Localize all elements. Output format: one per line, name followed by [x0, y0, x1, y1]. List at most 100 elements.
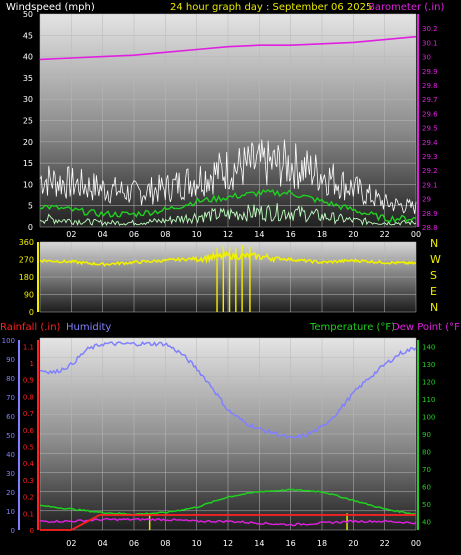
rainfall-tick: 0.5	[23, 444, 34, 452]
humidity-tick: 100	[2, 337, 15, 345]
rainfall-tick: 0.7	[23, 410, 34, 418]
rainfall-tick: 1	[30, 360, 34, 368]
barometer-tick: 29.5	[422, 125, 438, 133]
temp-x-tick: 10	[192, 539, 202, 548]
barometer-tick: 28.9	[422, 210, 438, 218]
temp-x-tick: 02	[66, 539, 76, 548]
humidity-line	[40, 341, 417, 440]
temperature-tick: 110	[422, 396, 435, 404]
humidity-tick: 90	[6, 356, 15, 364]
wind-direction-line	[39, 250, 417, 267]
barometer-tick: 29.3	[422, 153, 438, 161]
temperature-tick: 70	[422, 466, 431, 474]
barometer-tick: 28.8	[422, 224, 438, 232]
temperature-tick: 50	[422, 501, 431, 509]
humidity-tick: 80	[6, 375, 15, 383]
wind-x-tick: 14	[254, 230, 264, 239]
barometer-line	[39, 35, 417, 61]
temperature-tick: 80	[422, 448, 431, 456]
rainfall-tick: 0.8	[23, 393, 34, 401]
humidity-tick: 60	[6, 413, 15, 421]
direction-tick: 180	[19, 273, 34, 282]
rainfall-tick: 0	[30, 527, 34, 535]
humidity-tick: 10	[6, 508, 15, 516]
barometer-tick: 30.2	[422, 25, 438, 33]
wind-x-tick: 22	[380, 230, 390, 239]
wind-average-line	[39, 188, 417, 223]
windspeed-tick: 5	[28, 202, 33, 211]
windspeed-tick: 35	[23, 74, 33, 83]
barometer-tick: 29.2	[422, 167, 438, 175]
windspeed-tick: 50	[23, 10, 33, 19]
rainfall-tick: 0.4	[23, 460, 35, 468]
temperature-tick: 120	[422, 379, 435, 387]
windspeed-tick: 0	[28, 223, 33, 232]
temperature-tick: 130	[422, 361, 435, 369]
wind-x-tick: 06	[129, 230, 139, 239]
barometer-tick: 29.9	[422, 68, 438, 76]
direction-tick: 90	[24, 291, 34, 300]
windspeed-tick: 25	[23, 117, 33, 126]
temp-x-tick: 04	[98, 539, 108, 548]
windspeed-tick: 45	[23, 31, 33, 40]
barometer-tick: 30	[422, 54, 431, 62]
compass-label: S	[430, 269, 437, 282]
temp-x-tick: 08	[160, 539, 170, 548]
rainfall-tick: 0.9	[23, 377, 34, 385]
temperature-tick: 60	[422, 483, 431, 491]
windspeed-axis-label: Windspeed (mph)	[6, 2, 95, 13]
temperature-tick: 100	[422, 414, 435, 422]
barometer-tick: 29.6	[422, 110, 438, 118]
windspeed-tick: 10	[23, 180, 33, 189]
dew-point-line	[39, 517, 417, 527]
temp-x-tick: 12	[223, 539, 233, 548]
rainfall-tick: 0.3	[23, 477, 34, 485]
temp-x-tick: 16	[286, 539, 296, 548]
wind-x-tick: 18	[317, 230, 327, 239]
temperature-tick: 140	[422, 344, 435, 352]
compass-label: E	[430, 285, 437, 298]
wind-x-tick: 20	[348, 230, 358, 239]
barometer-tick: 29	[422, 196, 431, 204]
temp-x-tick: 22	[380, 539, 390, 548]
dewpoint-axis-label: Dew Point (°F)	[392, 322, 461, 333]
compass-label: N	[430, 301, 438, 314]
rainfall-axis-label: Rainfall (.in)	[0, 322, 61, 333]
rainfall-tick: 0.1	[23, 510, 34, 518]
wind-x-tick: 12	[223, 230, 233, 239]
humidity-tick: 30	[6, 470, 15, 478]
humidity-tick: 20	[6, 489, 15, 497]
rainfall-tick: 1.1	[23, 343, 34, 351]
barometer-axis-label: Barometer (.in)	[368, 2, 444, 13]
temp-x-tick: 06	[129, 539, 139, 548]
barometer-tick: 29.7	[422, 96, 438, 104]
temp-x-tick: 14	[254, 539, 264, 548]
humidity-axis-label: Humidity	[66, 322, 111, 333]
humidity-tick: 0	[11, 527, 15, 535]
temperature-tick: 40	[422, 518, 431, 526]
temperature-tick: 90	[422, 431, 431, 439]
windspeed-tick: 40	[23, 53, 33, 62]
temp-x-tick: 20	[348, 539, 358, 548]
humidity-tick: 40	[6, 451, 15, 459]
barometer-tick: 30.1	[422, 39, 438, 47]
temp-x-tick: 00	[411, 539, 421, 548]
wind-x-tick: 02	[66, 230, 76, 239]
wind-x-tick: 04	[98, 230, 108, 239]
gust-line	[39, 139, 417, 214]
temperature-axis-label: Temperature (°F)	[309, 322, 395, 333]
rainfall-line	[40, 514, 416, 531]
windspeed-tick: 20	[23, 138, 33, 147]
compass-label: N	[430, 237, 438, 250]
direction-tick: 270	[19, 256, 34, 265]
rainfall-tick: 0.6	[23, 427, 35, 435]
rainfall-tick: 0.2	[23, 494, 34, 502]
windspeed-tick: 30	[23, 95, 33, 104]
wind-x-tick: 08	[160, 230, 170, 239]
chart-title: 24 hour graph day : September 06 2025	[170, 2, 372, 13]
wind-x-tick: 16	[286, 230, 296, 239]
temp-x-tick: 18	[317, 539, 327, 548]
windspeed-tick: 15	[23, 159, 33, 168]
wind-low-line	[39, 203, 417, 227]
